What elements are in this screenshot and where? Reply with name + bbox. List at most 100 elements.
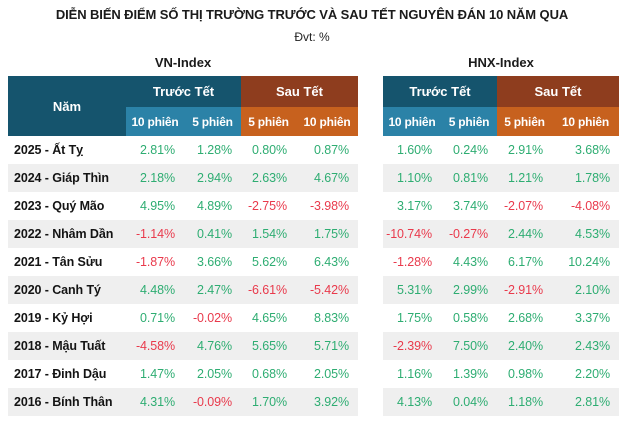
value-cell: -2.91% (503, 283, 543, 297)
year-cell: 2023 - Quý Mão (14, 199, 105, 213)
table-row: 4.13% 0.04% 1.18% 2.81% (383, 388, 619, 416)
value-cell: 1.60% (397, 143, 432, 157)
value-cell: 1.18% (508, 395, 543, 409)
value-cell: -5.42% (309, 283, 349, 297)
value-cell: 3.37% (575, 311, 610, 325)
value-cell: -6.61% (247, 283, 287, 297)
table-row: 2024 - Giáp Thìn 2.18% 2.94% 2.63% 4.67% (8, 164, 358, 192)
value-cell: 6.17% (508, 255, 543, 269)
value-cell: 10.24% (568, 255, 610, 269)
hnx-before-tet-header: Trước Tết (383, 76, 497, 107)
value-cell: 4.76% (197, 339, 232, 353)
table-row: 2016 - Bính Thân 4.31% -0.09% 1.70% 3.92% (8, 388, 358, 416)
value-cell: 1.75% (314, 227, 349, 241)
value-cell: -2.75% (247, 199, 287, 213)
value-cell: 7.50% (453, 339, 488, 353)
value-cell: 1.21% (508, 171, 543, 185)
value-cell: 4.43% (453, 255, 488, 269)
value-cell: -2.39% (392, 339, 432, 353)
table-row: 2018 - Mậu Tuất -4.58% 4.76% 5.65% 5.71% (8, 332, 358, 360)
year-cell: 2025 - Ất Tỵ (14, 143, 83, 157)
year-cell: 2018 - Mậu Tuất (14, 339, 106, 353)
year-column-header: Năm (8, 76, 126, 136)
year-cell: 2016 - Bính Thân (14, 395, 113, 409)
value-cell: 2.68% (508, 311, 543, 325)
table-row: 2023 - Quý Mão 4.95% 4.89% -2.75% -3.98% (8, 192, 358, 220)
vn-after-10-sessions-header: 10 phiên (296, 107, 358, 136)
value-cell: 3.74% (453, 199, 488, 213)
value-cell: 3.68% (575, 143, 610, 157)
unit-label: Đvt: % (294, 30, 330, 44)
value-cell: 4.67% (314, 171, 349, 185)
value-cell: 4.89% (197, 199, 232, 213)
value-cell: 1.75% (397, 311, 432, 325)
hnx-index-table: Trước Tết Sau Tết 10 phiên 5 phiên 5 phi… (383, 76, 619, 416)
vn-before-tet-header: Trước Tết (126, 76, 241, 107)
year-cell: 2017 - Đinh Dậu (14, 367, 107, 381)
value-cell: 2.18% (140, 171, 175, 185)
value-cell: 1.70% (252, 395, 287, 409)
value-cell: -1.14% (135, 227, 175, 241)
vn-index-label: VN-Index (154, 55, 212, 70)
value-cell: 2.99% (453, 283, 488, 297)
value-cell: 2.94% (197, 171, 232, 185)
value-cell: 8.83% (314, 311, 349, 325)
value-cell: 4.65% (252, 311, 287, 325)
vn-after-5-sessions-header: 5 phiên (241, 107, 296, 136)
value-cell: 4.13% (397, 395, 432, 409)
value-cell: -0.09% (192, 395, 232, 409)
table-row: 1.60% 0.24% 2.91% 3.68% (383, 136, 619, 164)
hnx-before-10-sessions-header: 10 phiên (383, 107, 441, 136)
value-cell: 0.04% (453, 395, 488, 409)
table-row: 1.10% 0.81% 1.21% 1.78% (383, 164, 619, 192)
value-cell: 2.81% (140, 143, 175, 157)
vn-before-5-sessions-header: 5 phiên (184, 107, 241, 136)
value-cell: 2.91% (508, 143, 543, 157)
table-row: 3.17% 3.74% -2.07% -4.08% (383, 192, 619, 220)
value-cell: -0.27% (448, 227, 488, 241)
value-cell: 2.20% (575, 367, 610, 381)
vn-after-tet-header: Sau Tết (241, 76, 358, 107)
value-cell: 1.10% (397, 171, 432, 185)
value-cell: 2.10% (575, 283, 610, 297)
value-cell: -0.02% (192, 311, 232, 325)
value-cell: 1.47% (140, 367, 175, 381)
value-cell: 0.80% (252, 143, 287, 157)
value-cell: -4.08% (570, 199, 610, 213)
value-cell: -1.28% (392, 255, 432, 269)
page-title: DIỄN BIẾN ĐIỂM SỐ THỊ TRƯỜNG TRƯỚC VÀ SA… (55, 7, 569, 22)
hnx-after-10-sessions-header: 10 phiên (552, 107, 619, 136)
value-cell: 3.92% (314, 395, 349, 409)
table-row: -1.28% 4.43% 6.17% 10.24% (383, 248, 619, 276)
vn-before-10-sessions-header: 10 phiên (126, 107, 184, 136)
value-cell: 1.16% (397, 367, 432, 381)
value-cell: 0.98% (508, 367, 543, 381)
value-cell: 0.87% (314, 143, 349, 157)
hnx-index-label: HNX-Index (468, 55, 534, 70)
value-cell: 0.41% (197, 227, 232, 241)
value-cell: 2.05% (197, 367, 232, 381)
value-cell: 5.71% (314, 339, 349, 353)
value-cell: 2.05% (314, 367, 349, 381)
value-cell: 3.66% (197, 255, 232, 269)
year-cell: 2022 - Nhâm Dần (14, 227, 114, 241)
vn-index-table: Năm Trước Tết Sau Tết 10 phiên 5 phiên 5… (8, 76, 358, 416)
value-cell: 4.53% (575, 227, 610, 241)
table-row: 2022 - Nhâm Dần -1.14% 0.41% 1.54% 1.75% (8, 220, 358, 248)
hnx-after-tet-header: Sau Tết (497, 76, 619, 107)
value-cell: 1.78% (575, 171, 610, 185)
value-cell: 2.47% (197, 283, 232, 297)
value-cell: 0.81% (453, 171, 488, 185)
value-cell: -10.74% (386, 227, 432, 241)
table-row: -2.39% 7.50% 2.40% 2.43% (383, 332, 619, 360)
table-row: 5.31% 2.99% -2.91% 2.10% (383, 276, 619, 304)
value-cell: 5.31% (397, 283, 432, 297)
year-cell: 2024 - Giáp Thìn (14, 171, 109, 185)
value-cell: 2.43% (575, 339, 610, 353)
value-cell: 4.95% (140, 199, 175, 213)
value-cell: 4.48% (140, 283, 175, 297)
year-cell: 2021 - Tân Sửu (14, 255, 103, 269)
value-cell: 4.31% (140, 395, 175, 409)
table-row: 2019 - Kỷ Hợi 0.71% -0.02% 4.65% 8.83% (8, 304, 358, 332)
value-cell: 2.81% (575, 395, 610, 409)
